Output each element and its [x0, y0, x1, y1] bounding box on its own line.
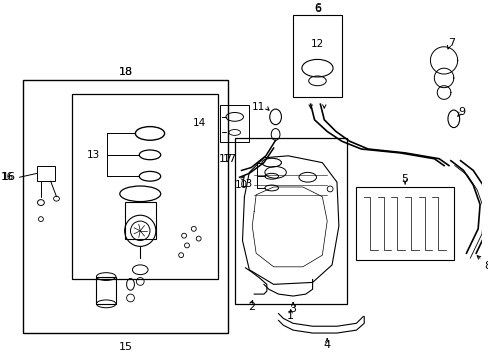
Bar	[220, 105, 249, 142]
Text: 2: 2	[247, 302, 254, 312]
Text: 12: 12	[310, 39, 324, 49]
Bar	[37, 166, 55, 181]
Bar	[72, 94, 218, 279]
Text: 4: 4	[323, 340, 330, 350]
Text: 18: 18	[118, 67, 132, 77]
Bar	[23, 80, 227, 333]
Text: 8: 8	[483, 261, 488, 271]
Text: 18: 18	[118, 67, 132, 77]
Text: 14: 14	[193, 118, 206, 128]
Bar	[356, 187, 453, 260]
Bar	[96, 276, 116, 304]
Text: 9: 9	[457, 107, 464, 117]
Bar	[292, 15, 341, 98]
Text: 17: 17	[223, 154, 236, 164]
Text: 3: 3	[289, 304, 296, 314]
Text: 16: 16	[0, 172, 14, 182]
Text: 5: 5	[401, 174, 408, 184]
Text: 15: 15	[119, 342, 132, 352]
Text: 16: 16	[1, 172, 16, 182]
Text: 7: 7	[447, 38, 454, 48]
Text: 13: 13	[87, 150, 100, 160]
Text: 10: 10	[234, 180, 247, 190]
Text: 6: 6	[313, 4, 320, 14]
Text: 17: 17	[219, 154, 232, 164]
Bar	[234, 138, 346, 304]
Text: 1: 1	[286, 311, 294, 320]
Text: 6: 6	[313, 3, 320, 13]
Text: 13: 13	[239, 179, 252, 189]
Text: 11: 11	[251, 102, 264, 112]
Bar	[124, 202, 156, 239]
